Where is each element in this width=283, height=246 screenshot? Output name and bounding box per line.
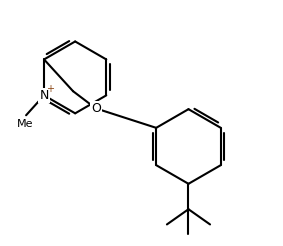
Text: Me: Me bbox=[17, 119, 34, 129]
Text: O: O bbox=[91, 102, 101, 115]
Text: N: N bbox=[39, 89, 49, 102]
Text: +: + bbox=[46, 84, 54, 94]
